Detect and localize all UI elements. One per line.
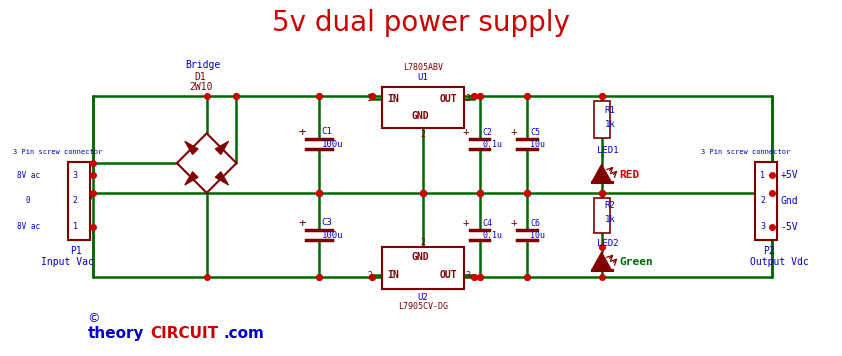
Polygon shape — [592, 164, 611, 183]
Text: P2: P2 — [764, 246, 775, 256]
Text: 0.1u: 0.1u — [482, 231, 503, 240]
Text: 1k: 1k — [605, 120, 616, 129]
Bar — [594, 198, 610, 232]
Bar — [67, 162, 89, 240]
Text: Gnd: Gnd — [781, 196, 798, 206]
Text: Bridge: Bridge — [185, 60, 220, 70]
Text: ©: © — [88, 313, 100, 325]
Text: IN: IN — [387, 94, 399, 104]
Text: GND: GND — [411, 111, 429, 121]
Text: 5v dual power supply: 5v dual power supply — [272, 9, 570, 37]
Bar — [594, 101, 610, 138]
Text: GND: GND — [411, 252, 429, 262]
Text: 3: 3 — [466, 94, 471, 103]
Text: U2: U2 — [418, 293, 429, 302]
Text: 3 Pin screw connector: 3 Pin screw connector — [13, 149, 103, 155]
Text: +: + — [462, 127, 470, 137]
Text: Green: Green — [620, 257, 653, 267]
Text: Input Vac: Input Vac — [41, 257, 93, 267]
Text: RED: RED — [620, 169, 640, 179]
Text: U1: U1 — [418, 73, 429, 82]
Text: +: + — [299, 126, 306, 139]
Text: +: + — [510, 218, 517, 228]
Text: C5: C5 — [530, 128, 540, 137]
Text: 1k: 1k — [605, 215, 616, 224]
Text: 10u: 10u — [530, 231, 545, 240]
Text: theory: theory — [88, 326, 144, 341]
Text: D1: D1 — [195, 72, 206, 82]
Polygon shape — [184, 172, 198, 185]
Text: 1: 1 — [367, 94, 372, 103]
Text: L7905CV-DG: L7905CV-DG — [398, 303, 448, 312]
Text: +5V: +5V — [781, 170, 798, 180]
Text: 100u: 100u — [322, 140, 344, 149]
Text: 2: 2 — [72, 196, 77, 205]
Text: L7805ABV: L7805ABV — [403, 63, 443, 72]
Text: OUT: OUT — [440, 94, 457, 104]
Text: 3 Pin screw connector: 3 Pin screw connector — [701, 149, 790, 155]
Text: LED1: LED1 — [597, 146, 618, 155]
Text: CIRCUIT: CIRCUIT — [150, 326, 218, 341]
Text: C2: C2 — [482, 128, 493, 137]
Text: C4: C4 — [482, 219, 493, 227]
Text: 3: 3 — [72, 171, 77, 179]
Text: C1: C1 — [322, 127, 333, 136]
Text: OUT: OUT — [440, 270, 457, 280]
Text: R2: R2 — [605, 201, 616, 210]
Text: 2: 2 — [760, 196, 765, 205]
Text: 8V ac: 8V ac — [17, 171, 40, 179]
Text: 3: 3 — [466, 271, 471, 280]
Text: 3: 3 — [760, 222, 765, 231]
Text: 100u: 100u — [322, 231, 344, 240]
Text: +: + — [510, 127, 517, 137]
Text: C3: C3 — [322, 218, 333, 227]
Text: 10u: 10u — [530, 140, 545, 149]
Polygon shape — [184, 141, 198, 155]
Text: 2: 2 — [367, 271, 372, 280]
Polygon shape — [216, 141, 228, 155]
Text: IN: IN — [387, 270, 399, 280]
Text: 8V ac: 8V ac — [17, 222, 40, 231]
Text: P1: P1 — [70, 246, 82, 256]
Text: Output Vdc: Output Vdc — [750, 257, 809, 267]
Text: 0.1u: 0.1u — [482, 140, 503, 149]
Polygon shape — [592, 252, 611, 270]
Bar — [755, 162, 777, 240]
Text: R1: R1 — [605, 106, 616, 115]
Polygon shape — [216, 172, 228, 185]
Text: .com: .com — [224, 326, 264, 341]
Text: 0: 0 — [25, 196, 29, 205]
Bar — [382, 87, 464, 129]
Text: 1: 1 — [760, 171, 765, 179]
Text: +: + — [462, 218, 470, 228]
Text: LED2: LED2 — [597, 239, 618, 248]
Text: C6: C6 — [530, 219, 540, 227]
Text: 1: 1 — [72, 222, 77, 231]
Text: 2: 2 — [420, 238, 425, 247]
Text: 2W10: 2W10 — [189, 82, 212, 92]
Text: -5V: -5V — [781, 222, 798, 232]
Text: 2: 2 — [420, 130, 425, 139]
Bar — [382, 247, 464, 289]
Text: +: + — [299, 217, 306, 230]
